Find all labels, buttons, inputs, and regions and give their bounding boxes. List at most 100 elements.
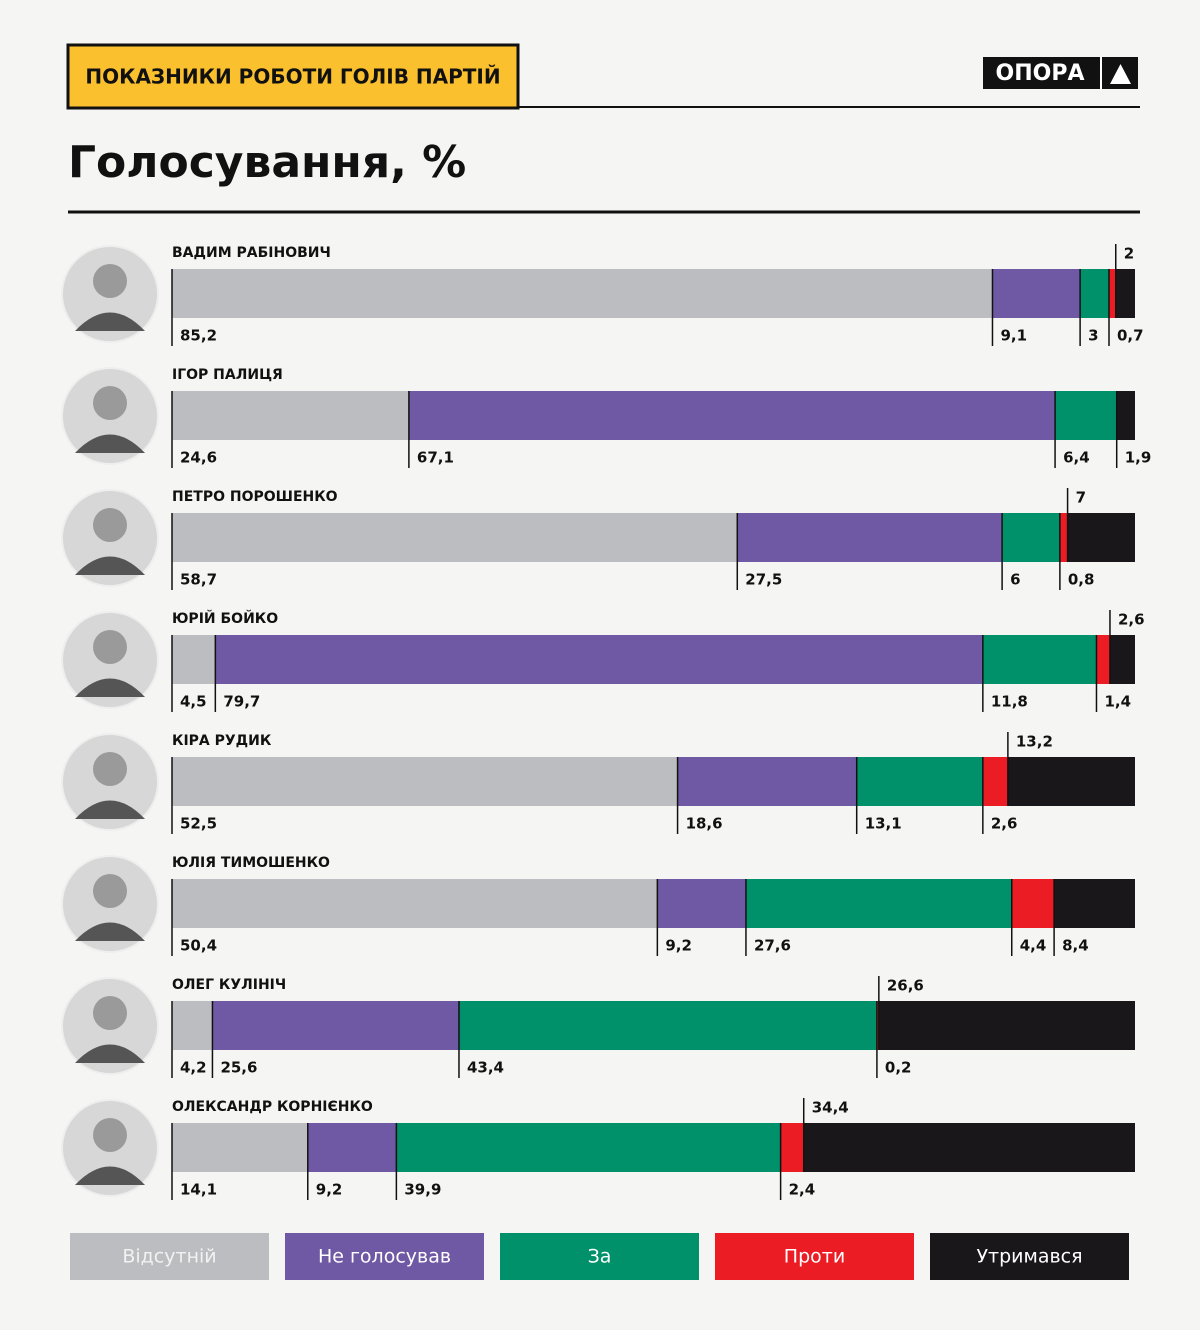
value-label: 4,2 <box>180 1059 207 1077</box>
bar-segment <box>745 879 1012 928</box>
bar-segment <box>1067 513 1135 562</box>
person-name: ВАДИМ РАБІНОВИЧ <box>172 245 331 261</box>
value-label: 0,2 <box>885 1059 912 1077</box>
legend-swatch <box>715 1233 914 1280</box>
value-label: 9,2 <box>665 937 692 955</box>
legend-label: Не голосував <box>318 1246 451 1268</box>
bar-segment <box>307 1123 397 1172</box>
bar-segment <box>172 513 738 562</box>
bar-segment <box>737 513 1003 562</box>
bar-segment <box>992 269 1081 318</box>
legend-swatch <box>70 1233 269 1280</box>
value-label: 9,2 <box>316 1181 343 1199</box>
value-label: 9,1 <box>1000 327 1027 345</box>
value-label: 8,4 <box>1062 937 1089 955</box>
bar-segment <box>396 1123 781 1172</box>
portrait-body <box>75 1166 145 1185</box>
portrait-head <box>93 508 127 542</box>
value-label: 4,5 <box>180 693 207 711</box>
portrait-body <box>75 1044 145 1063</box>
portrait-body <box>75 922 145 941</box>
portrait-head <box>93 752 127 786</box>
portrait-head <box>93 264 127 298</box>
bar-segment <box>1080 269 1109 318</box>
portrait-head <box>93 386 127 420</box>
bar-segment <box>1059 513 1068 562</box>
bar-segment <box>172 269 993 318</box>
value-label: 4,4 <box>1020 937 1047 955</box>
bar-segment <box>172 1001 213 1050</box>
portrait-body <box>75 556 145 575</box>
value-label: 1,9 <box>1125 449 1152 467</box>
person-name: ЮРІЙ БОЙКО <box>172 610 278 627</box>
bar-segment <box>1115 269 1135 318</box>
header-box <box>66 43 520 110</box>
portrait-body <box>75 800 145 819</box>
value-label: 79,7 <box>223 693 260 711</box>
person-name: ПЕТРО ПОРОШЕНКО <box>172 489 338 505</box>
bar-segment <box>212 1001 459 1050</box>
logo: ОПОРА <box>996 61 1085 86</box>
value-label: 52,5 <box>180 815 217 833</box>
value-label: 0,7 <box>1117 327 1144 345</box>
value-label: 39,9 <box>404 1181 441 1199</box>
value-label: 67,1 <box>417 449 454 467</box>
bar-segment <box>1096 635 1110 684</box>
bar-segment <box>1055 391 1117 440</box>
person-name: ЮЛІЯ ТИМОШЕНКО <box>172 855 330 871</box>
legend-swatch <box>285 1233 484 1280</box>
person-name: ОЛЕГ КУЛІНІЧ <box>172 977 286 993</box>
bar-segment <box>1011 879 1055 928</box>
value-label: 1,4 <box>1104 693 1131 711</box>
value-label: 11,8 <box>991 693 1028 711</box>
value-label: 50,4 <box>180 937 217 955</box>
bar-segment <box>1002 513 1060 562</box>
logo-triangle <box>1110 64 1131 84</box>
value-label: 0,8 <box>1068 571 1095 589</box>
portrait-head <box>93 874 127 908</box>
bar-segment <box>1116 391 1135 440</box>
value-label: 18,6 <box>686 815 723 833</box>
portrait-head <box>93 630 127 664</box>
value-label: 13,2 <box>1016 733 1053 751</box>
bar-segment <box>677 757 857 806</box>
bar-segment <box>408 391 1056 440</box>
portrait-head <box>93 996 127 1030</box>
portrait-body <box>75 312 145 331</box>
value-label: 2 <box>1124 245 1134 263</box>
value-label: 85,2 <box>180 327 217 345</box>
legend-label: Проти <box>784 1246 845 1268</box>
legend-label: Відсутній <box>122 1246 216 1268</box>
header: ПОКАЗНИКИ РОБОТИ ГОЛІВ ПАРТІЙ <box>85 65 500 89</box>
value-label: 43,4 <box>467 1059 504 1077</box>
value-label: 7 <box>1076 489 1086 507</box>
value-label: 14,1 <box>180 1181 217 1199</box>
value-label: 27,6 <box>754 937 791 955</box>
person-name: КІРА РУДИК <box>172 733 272 749</box>
bar-segment <box>172 391 409 440</box>
bar-segment <box>458 1001 877 1050</box>
bar-segment <box>780 1123 804 1172</box>
person-name: ІГОР ПАЛИЦЯ <box>172 367 283 383</box>
legend-swatch <box>930 1233 1129 1280</box>
bar-segment <box>215 635 983 684</box>
bar-segment <box>172 879 658 928</box>
value-label: 3 <box>1088 327 1098 345</box>
legend-label: Утримався <box>976 1246 1082 1268</box>
bar-segment <box>172 635 216 684</box>
bar-segment <box>172 1123 308 1172</box>
bar-segment <box>1054 879 1135 928</box>
bar-segment <box>856 757 983 806</box>
chart-title: Голосування, % <box>68 137 466 188</box>
value-label: 27,5 <box>745 571 782 589</box>
value-label: 24,6 <box>180 449 217 467</box>
legend-swatch <box>500 1233 699 1280</box>
bar-segment <box>982 757 1008 806</box>
value-label: 13,1 <box>865 815 902 833</box>
legend-label: За <box>588 1246 612 1268</box>
value-label: 25,6 <box>220 1059 257 1077</box>
person-name: ОЛЕКСАНДР КОРНІЄНКО <box>172 1099 373 1115</box>
value-label: 58,7 <box>180 571 217 589</box>
bar-segment <box>1007 757 1135 806</box>
